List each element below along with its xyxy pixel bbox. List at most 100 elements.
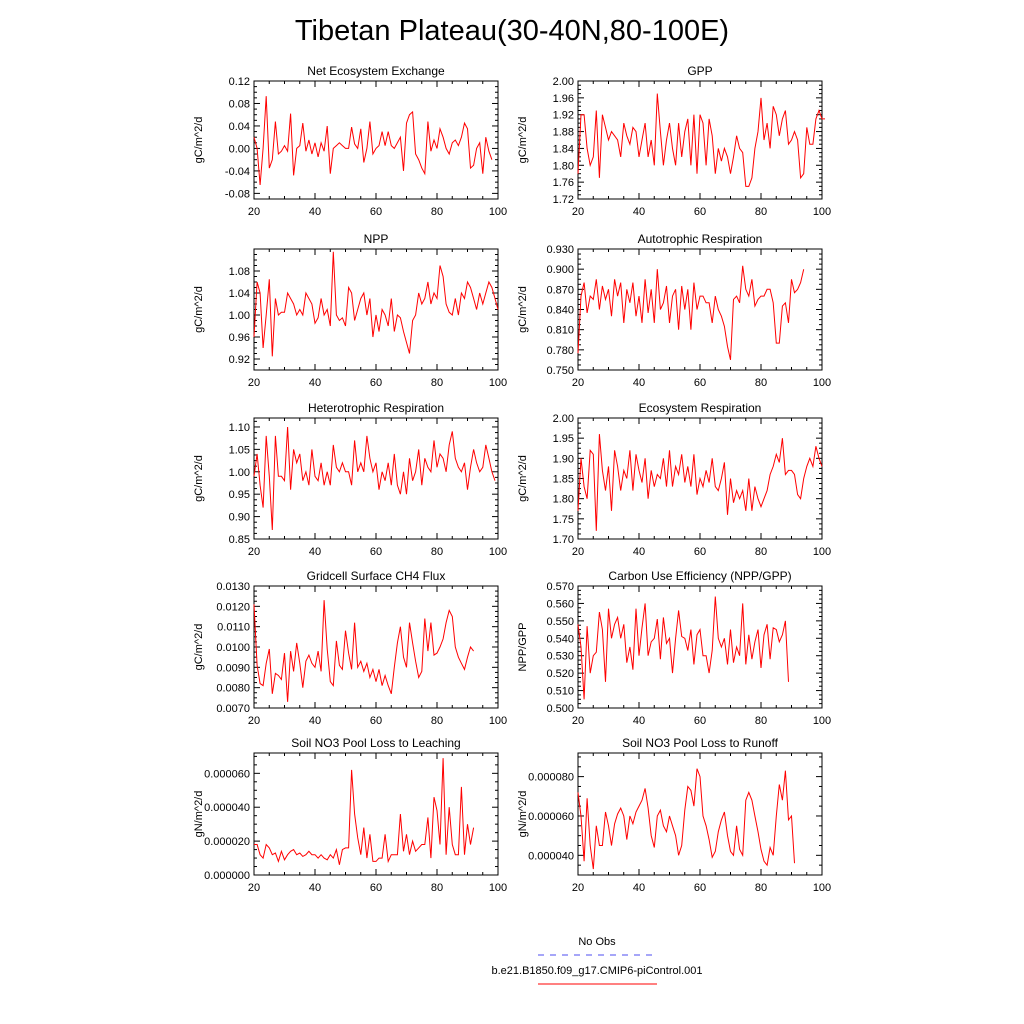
- x-tick-label: 80: [431, 206, 443, 218]
- x-tick-label: 100: [489, 546, 507, 558]
- x-tick-label: 40: [633, 715, 645, 727]
- chart-panel-9: Soil NO3 Pool Loss to Leaching gN/m^2/d 20…: [193, 736, 507, 894]
- series-line: [577, 93, 825, 187]
- y-tick-label: -0.08: [225, 188, 250, 200]
- chart-panel-7: Gridcell Surface CH4 Flux gC/m^2/d 20 40 60 8…: [193, 569, 507, 727]
- x-tick-label: 100: [813, 377, 831, 389]
- y-tick-label: 0.04: [229, 121, 250, 133]
- y-tick-label: 1.05: [229, 444, 250, 456]
- x-tick-label: 40: [309, 715, 321, 727]
- x-tick-label: 60: [694, 715, 706, 727]
- y-tick-label: 1.08: [229, 266, 250, 278]
- x-tick-label: 40: [309, 206, 321, 218]
- y-tick-label: 1.72: [553, 194, 574, 206]
- y-tick-label: 1.04: [229, 288, 250, 300]
- y-tick-label: 1.88: [553, 127, 574, 139]
- x-tick-label: 60: [370, 715, 382, 727]
- y-tick-label: 1.76: [553, 177, 574, 189]
- y-tick-label: 0.000040: [528, 850, 574, 862]
- x-tick-label: 40: [633, 882, 645, 894]
- y-axis-label: gN/m^2/d: [517, 791, 529, 838]
- y-tick-label: 0.0080: [216, 683, 250, 695]
- chart-panel-3: NPP gC/m^2/d 20 40 60 80 100 0.92 0.96 1.00 1.04 1.…: [193, 232, 507, 389]
- x-tick-label: 60: [694, 377, 706, 389]
- x-tick-label: 100: [489, 715, 507, 727]
- y-axis-label: gC/m^2/d: [517, 455, 529, 502]
- y-tick-label: 0.550: [546, 616, 574, 628]
- series-line: [577, 434, 823, 531]
- chart-title: Heterotrophic Respiration: [308, 401, 444, 415]
- y-axis-label: gC/m^2/d: [517, 117, 529, 164]
- series-line: [253, 600, 474, 702]
- chart-title: Carbon Use Efficiency (NPP/GPP): [608, 569, 791, 583]
- chart-panel-10: Soil NO3 Pool Loss to Runoff gN/m^2/d 20 40…: [517, 736, 831, 894]
- y-tick-label: -0.04: [225, 166, 250, 178]
- chart-title: Autotrophic Respiration: [638, 232, 763, 246]
- y-tick-label: 1.10: [229, 422, 250, 434]
- chart-title: NPP: [364, 232, 389, 246]
- y-tick-label: 1.80: [553, 494, 574, 506]
- x-tick-label: 60: [370, 882, 382, 894]
- y-tick-label: 1.70: [553, 534, 574, 546]
- x-tick-label: 100: [489, 206, 507, 218]
- figure-title: Tibetan Plateau(30-40N,80-100E): [295, 15, 729, 47]
- x-tick-label: 40: [633, 206, 645, 218]
- y-axis-label: gC/m^2/d: [193, 117, 205, 164]
- y-tick-label: 0.0110: [217, 622, 250, 634]
- x-tick-label: 80: [431, 715, 443, 727]
- x-tick-label: 40: [309, 546, 321, 558]
- y-axis-label: gC/m^2/d: [193, 455, 205, 502]
- x-tick-label: 100: [813, 546, 831, 558]
- x-tick-label: 80: [755, 882, 767, 894]
- series-line: [253, 426, 496, 531]
- chart-panel-2: GPP gC/m^2/d 20 40 60 80 100 1.72 1.76 1.80 1.84 1.…: [517, 64, 831, 218]
- y-tick-label: 0.750: [546, 365, 574, 377]
- x-tick-label: 60: [370, 377, 382, 389]
- y-tick-label: 0.000080: [528, 772, 574, 784]
- y-tick-label: 0.85: [229, 534, 250, 546]
- y-tick-label: 1.96: [553, 93, 574, 105]
- x-tick-label: 20: [572, 882, 584, 894]
- chart-title: Gridcell Surface CH4 Flux: [307, 569, 446, 583]
- x-tick-label: 100: [489, 377, 507, 389]
- x-tick-label: 80: [431, 882, 443, 894]
- series-line: [577, 768, 795, 870]
- chart-panel-1: Net Ecosystem Exchange gC/m^2/d 20 40 60 80 10…: [193, 64, 507, 218]
- series-line: [253, 251, 499, 357]
- y-tick-label: 1.95: [553, 433, 574, 445]
- y-tick-label: 2.00: [553, 413, 574, 425]
- y-tick-label: 0.90: [229, 512, 250, 524]
- x-tick-label: 100: [813, 715, 831, 727]
- x-tick-label: 40: [633, 377, 645, 389]
- y-tick-label: 0.540: [546, 633, 574, 645]
- y-tick-label: 2.00: [553, 76, 574, 88]
- y-tick-label: 0.0130: [216, 581, 250, 593]
- y-axis-label: gC/m^2/d: [193, 286, 205, 333]
- y-tick-label: 0.000000: [204, 870, 250, 882]
- x-tick-label: 100: [813, 206, 831, 218]
- y-tick-label: 0.000040: [204, 802, 250, 814]
- legend-label-model: b.e21.B1850.f09_g17.CMIP6-piControl.001: [492, 965, 703, 977]
- y-tick-label: 0.0120: [216, 601, 250, 613]
- chart-title: GPP: [687, 64, 712, 78]
- y-tick-label: 0.780: [546, 345, 574, 357]
- y-tick-label: 0.810: [546, 325, 574, 337]
- y-tick-label: 0.840: [546, 305, 574, 317]
- chart-panel-4: Autotrophic Respiration gC/m^2/d 20 40 60 80 1…: [517, 232, 831, 389]
- y-tick-label: 0.510: [546, 686, 574, 698]
- x-tick-label: 60: [694, 882, 706, 894]
- y-tick-label: 1.92: [553, 110, 574, 122]
- series-line: [577, 596, 789, 700]
- y-tick-label: 0.500: [546, 703, 574, 715]
- y-tick-label: 0.12: [229, 76, 250, 88]
- y-axis-label: gN/m^2/d: [193, 791, 205, 838]
- panels: Net Ecosystem Exchange gC/m^2/d 20 40 60 80 10…: [193, 64, 831, 894]
- chart-panel-8: Carbon Use Efficiency (NPP/GPP) NPP/GPP 20…: [517, 569, 831, 727]
- x-tick-label: 80: [431, 546, 443, 558]
- x-tick-label: 60: [370, 206, 382, 218]
- legend: No Obs b.e21.B1850.f09_g17.CMIP6-piContr…: [492, 936, 703, 985]
- y-axis-label: NPP/GPP: [517, 623, 529, 672]
- y-tick-label: 0.96: [229, 332, 250, 344]
- x-tick-label: 20: [248, 377, 260, 389]
